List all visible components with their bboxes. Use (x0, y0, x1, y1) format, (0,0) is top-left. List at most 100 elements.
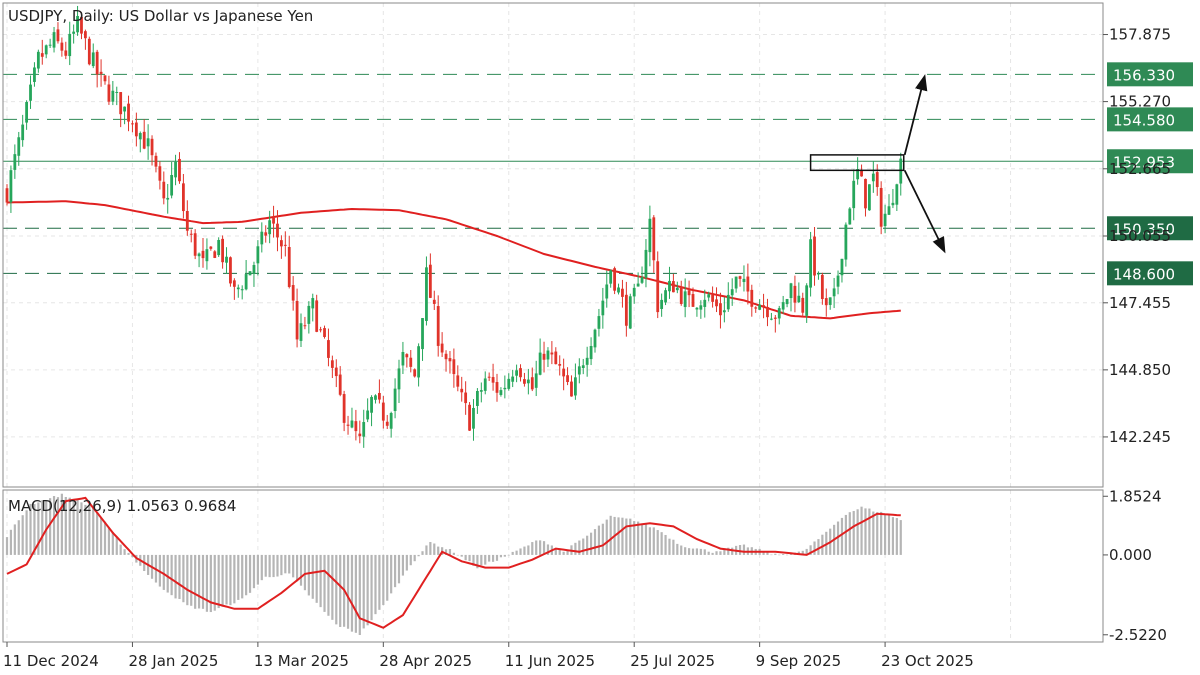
candle-body (797, 295, 801, 303)
macd-histogram-bar (307, 554, 310, 596)
time-tick-label: 13 Mar 2025 (254, 652, 349, 670)
candle-body (574, 377, 577, 396)
candle-body (256, 246, 260, 264)
candle-body (87, 38, 91, 65)
macd-histogram-bar (515, 550, 518, 555)
candle-body (342, 394, 346, 423)
candle-body (499, 390, 503, 395)
candle-body (683, 291, 687, 308)
macd-histogram-bar (221, 554, 224, 607)
macd-histogram-bar (56, 497, 60, 555)
macd-histogram-bar (45, 500, 48, 555)
macd-histogram-bar (542, 541, 546, 555)
candle-body (111, 90, 115, 102)
candle-body (432, 299, 436, 304)
macd-histogram-bar (495, 554, 499, 561)
macd-histogram-bar (127, 552, 130, 555)
candle-body (240, 289, 244, 291)
time-tick-label: 28 Apr 2025 (379, 652, 472, 670)
macd-histogram-bar (507, 554, 510, 556)
macd-histogram-bar (319, 554, 322, 608)
macd-histogram-bar (817, 539, 820, 555)
level-label: 150.350 (1113, 220, 1175, 238)
candle-body (605, 284, 609, 299)
macd-histogram-bar (703, 549, 706, 555)
macd-histogram-bar (868, 508, 871, 555)
level-label: 156.330 (1113, 66, 1175, 84)
macd-histogram-bar (511, 551, 514, 555)
candle-body (236, 287, 240, 290)
macd-histogram-bar (891, 517, 895, 555)
candle-body (495, 382, 499, 393)
candle-body (593, 329, 597, 348)
candle-body (722, 310, 726, 313)
candle-body (268, 220, 272, 235)
candle-body (72, 31, 76, 34)
candle-body (421, 318, 424, 350)
candle-body (621, 288, 624, 297)
macd-histogram-bar (625, 518, 628, 555)
candle-body (534, 373, 538, 388)
candle-body (730, 289, 734, 296)
candle-body (860, 169, 863, 177)
macd-histogram-bar (809, 545, 812, 555)
candle-body (158, 166, 162, 181)
macd-histogram-bar (60, 493, 63, 555)
candle-body (601, 300, 605, 316)
macd-histogram-bar (527, 545, 530, 555)
candle-body (428, 264, 432, 298)
macd-histogram-bar (421, 551, 424, 555)
macd-histogram-bar (770, 554, 773, 556)
candle-body (48, 44, 52, 46)
macd-histogram-bar (448, 549, 452, 555)
macd-histogram-bar (840, 517, 844, 555)
candle-body (679, 286, 683, 304)
macd-histogram-bar (390, 554, 393, 594)
candle-body (476, 391, 479, 406)
macd-histogram-bar (248, 554, 252, 593)
macd-histogram-bar (880, 511, 883, 555)
macd-histogram-bar (699, 548, 702, 555)
breakout-up-arrow (903, 74, 928, 156)
macd-histogram-bar (860, 506, 863, 555)
macd-histogram-bar (339, 554, 342, 627)
candle-body (656, 261, 660, 313)
candle-body (13, 154, 17, 170)
candle-body (142, 131, 146, 149)
candle-body (664, 290, 667, 303)
time-tick-label: 25 Jul 2025 (630, 652, 715, 670)
candle-body (276, 223, 279, 238)
candle-body (613, 268, 616, 291)
candle-body (487, 376, 491, 378)
candle-body (703, 299, 707, 307)
candle-body (95, 51, 99, 75)
macd-histogram-bar (225, 554, 228, 605)
consolidation-box (809, 154, 905, 172)
candle-body (338, 374, 342, 395)
candle-body (264, 232, 268, 236)
macd-histogram-bar (260, 554, 263, 581)
candle-body (597, 316, 601, 329)
candle-body (174, 161, 177, 178)
macd-histogram-bar (327, 554, 330, 616)
candle-body (538, 352, 542, 375)
macd-histogram-bar (727, 547, 730, 555)
candle-body (299, 323, 303, 341)
candle-body (260, 231, 264, 245)
macd-histogram-bar (574, 542, 577, 555)
macd-histogram-bar (186, 554, 189, 606)
candle-body (354, 421, 358, 432)
macd-histogram-bar (354, 554, 357, 633)
macd-histogram-bar (782, 554, 785, 555)
candle-body (103, 75, 107, 82)
candle-body (221, 238, 224, 263)
candle-body (350, 420, 354, 428)
candle-body (644, 249, 648, 278)
macd-histogram-bar (437, 546, 440, 555)
macd-histogram-bar (80, 502, 83, 555)
candle-body (287, 247, 291, 287)
macd-histogram-bar (88, 505, 91, 555)
candle-body (479, 390, 483, 392)
candle-body (448, 358, 452, 362)
